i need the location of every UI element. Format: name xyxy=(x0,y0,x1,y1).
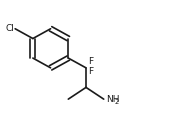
Text: F: F xyxy=(88,57,93,67)
Text: 2: 2 xyxy=(114,99,118,105)
Text: F: F xyxy=(88,67,93,76)
Text: NH: NH xyxy=(106,95,119,104)
Text: Cl: Cl xyxy=(5,24,14,33)
